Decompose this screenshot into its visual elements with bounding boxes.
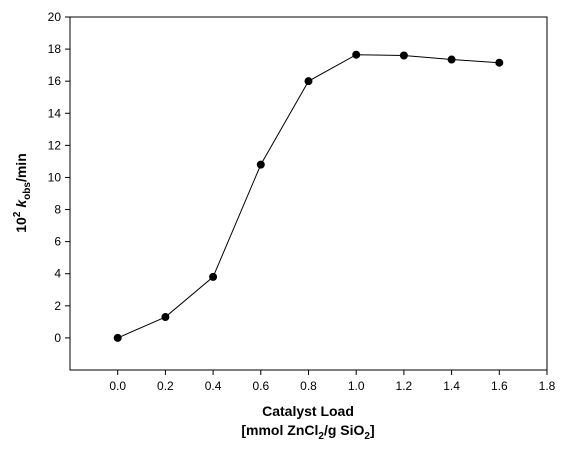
x-axis-title: Catalyst Load [262, 403, 354, 419]
y-title-symbol: k [13, 199, 29, 208]
y-title-sub: obs [22, 182, 33, 200]
data-point [399, 51, 408, 60]
data-point [304, 77, 313, 86]
x-tick-label: 1.2 [396, 379, 413, 393]
x-tick-label: 0.2 [157, 379, 174, 393]
data-point [113, 333, 122, 342]
data-point [209, 272, 218, 281]
x-tick-label: 0.0 [109, 379, 126, 393]
x-tick-label: 1.8 [539, 379, 556, 393]
x-unit-sub1: 2 [318, 431, 324, 442]
x-unit-mid: /g SiO [324, 422, 365, 438]
data-point [495, 58, 504, 67]
y-tick-label: 8 [54, 203, 61, 217]
y-tick-label: 4 [54, 267, 61, 281]
data-point [447, 55, 456, 64]
x-tick-label: 0.6 [252, 379, 269, 393]
x-tick-label: 1.6 [491, 379, 508, 393]
data-point [256, 160, 265, 169]
y-axis-title: 102 kobs/min [12, 153, 33, 233]
x-tick-label: 0.8 [300, 379, 317, 393]
plot-frame [69, 16, 548, 371]
y-tick-label: 14 [48, 106, 62, 120]
x-unit-prefix: [mmol ZnCl [241, 422, 318, 438]
y-axis-ticks: 0 2 4 6 8 10 12 14 16 18 20 [48, 10, 70, 345]
y-tick-label: 2 [54, 299, 61, 313]
series-layer [113, 50, 504, 342]
y-tick-label: 6 [54, 235, 61, 249]
y-title-exp: 2 [12, 211, 23, 217]
y-tick-label: 16 [48, 74, 62, 88]
y-tick-label: 20 [48, 10, 62, 24]
y-title-suffix: /min [13, 153, 29, 182]
y-tick-label: 18 [48, 42, 62, 56]
y-tick-label: 0 [54, 331, 61, 345]
x-axis-unit: [mmol ZnCl2/g SiO2] [241, 422, 374, 442]
series-line [117, 54, 500, 339]
data-point [352, 50, 361, 59]
x-tick-label: 0.4 [205, 379, 222, 393]
y-tick-label: 12 [48, 138, 62, 152]
x-tick-label: 1.4 [443, 379, 460, 393]
x-axis-ticks: 0.0 0.2 0.4 0.6 0.8 1.0 1.2 1.4 1.6 1.8 [109, 370, 556, 393]
x-unit-suffix: ] [370, 422, 375, 438]
y-tick-label: 10 [48, 170, 62, 184]
y-title-base: 10 [13, 217, 29, 233]
x-tick-label: 1.0 [348, 379, 365, 393]
data-point [161, 313, 170, 322]
x-unit-sub2: 2 [364, 431, 370, 442]
